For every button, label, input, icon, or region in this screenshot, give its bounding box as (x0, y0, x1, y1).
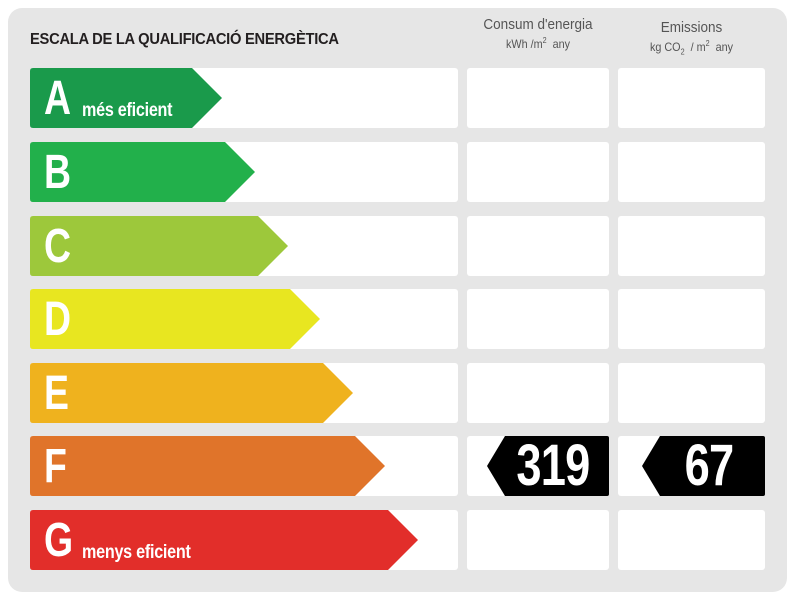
rating-letter: C (44, 220, 72, 273)
chart-title: ESCALA DE LA QUALIFICACIÓ ENERGÈTICA (30, 31, 339, 48)
emissions-unit: kg CO2 / m2 any (649, 39, 734, 57)
consum-cell (467, 68, 609, 128)
arrow-shape-icon (30, 510, 418, 570)
rating-letter: F (44, 440, 67, 493)
consum-cell (467, 510, 609, 570)
column-header-emissions: Emissions kg CO2 / m2 any (618, 19, 765, 56)
emissions-cell (618, 289, 765, 349)
consum-cell (467, 289, 609, 349)
column-header-consum: Consum d'energia kWh /m2 any (467, 16, 609, 51)
rating-letter: A (44, 72, 72, 125)
consum-title: Consum d'energia (483, 16, 593, 33)
arrow-shape-icon (30, 68, 222, 128)
arrow-shape-icon (30, 216, 288, 276)
emissions-value-tag: 67 (642, 436, 765, 496)
emissions-title: Emissions (660, 19, 723, 36)
emissions-cell (618, 68, 765, 128)
rating-letter: B (44, 146, 72, 199)
emissions-value: 67 (684, 433, 735, 498)
rating-bar-d: D (30, 289, 320, 349)
arrow-shape-icon (30, 142, 255, 202)
rating-bar-b: B (30, 142, 255, 202)
rating-letter: E (44, 367, 69, 420)
emissions-cell (618, 363, 765, 423)
arrow-shape-icon (30, 436, 385, 496)
rating-bar-f: F (30, 436, 385, 496)
arrow-shape-icon (30, 289, 320, 349)
consum-unit: kWh /m2 any (505, 36, 571, 51)
rating-letter: G (44, 514, 74, 567)
left-arrow-tag-icon (487, 436, 609, 496)
rating-letter: D (44, 293, 72, 346)
consum-value: 319 (516, 433, 590, 498)
rating-bar-c: C (30, 216, 288, 276)
rating-sublabel: més eficient (82, 100, 173, 121)
consum-cell (467, 142, 609, 202)
emissions-cell (618, 216, 765, 276)
rating-sublabel: menys eficient (82, 542, 191, 563)
rating-bar-e: E (30, 363, 353, 423)
emissions-cell (618, 510, 765, 570)
arrow-shape-icon (30, 363, 353, 423)
consum-cell (467, 363, 609, 423)
consum-cell (467, 216, 609, 276)
left-arrow-tag-icon (642, 436, 765, 496)
consum-value-tag: 319 (487, 436, 609, 496)
emissions-cell (618, 142, 765, 202)
